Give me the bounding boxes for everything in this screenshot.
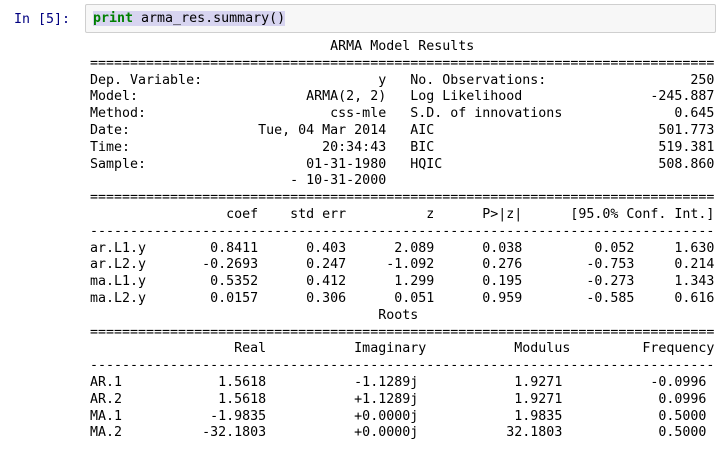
selected-code-text: print arma_res.summary() xyxy=(93,11,286,26)
arma-summary-output: ARMA Model Results =====================… xyxy=(90,39,715,441)
code-expression: arma_res.summary() xyxy=(133,11,286,26)
code-input-area[interactable]: print arma_res.summary() xyxy=(85,4,716,33)
print-keyword: print xyxy=(93,11,134,26)
code-line: print arma_res.summary() xyxy=(93,10,715,27)
input-prompt: In [5]: xyxy=(14,12,71,27)
